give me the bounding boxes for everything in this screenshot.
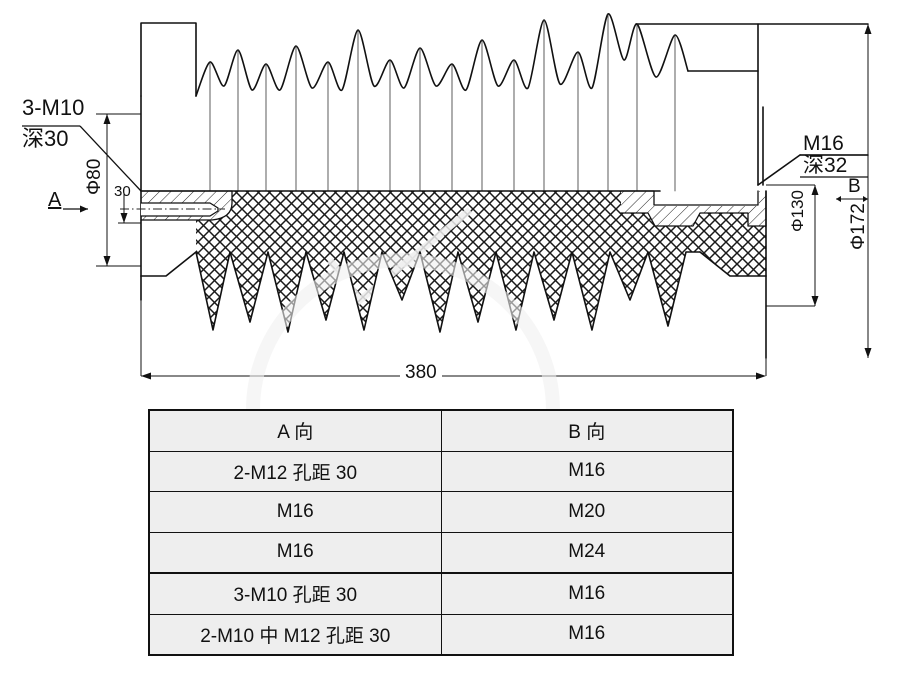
svg-text:深30: 深30 bbox=[22, 126, 68, 151]
svg-text:380: 380 bbox=[405, 362, 437, 383]
svg-text:30: 30 bbox=[114, 183, 131, 200]
svg-text:B: B bbox=[848, 176, 861, 197]
svg-text:M16: M16 bbox=[803, 132, 844, 155]
svg-text:A: A bbox=[48, 189, 62, 211]
svg-text:Φ80: Φ80 bbox=[84, 159, 105, 195]
svg-text:深32: 深32 bbox=[803, 154, 847, 177]
svg-text:3-M10: 3-M10 bbox=[22, 95, 84, 120]
svg-text:Φ130: Φ130 bbox=[788, 190, 807, 232]
svg-text:Φ172: Φ172 bbox=[848, 203, 869, 250]
